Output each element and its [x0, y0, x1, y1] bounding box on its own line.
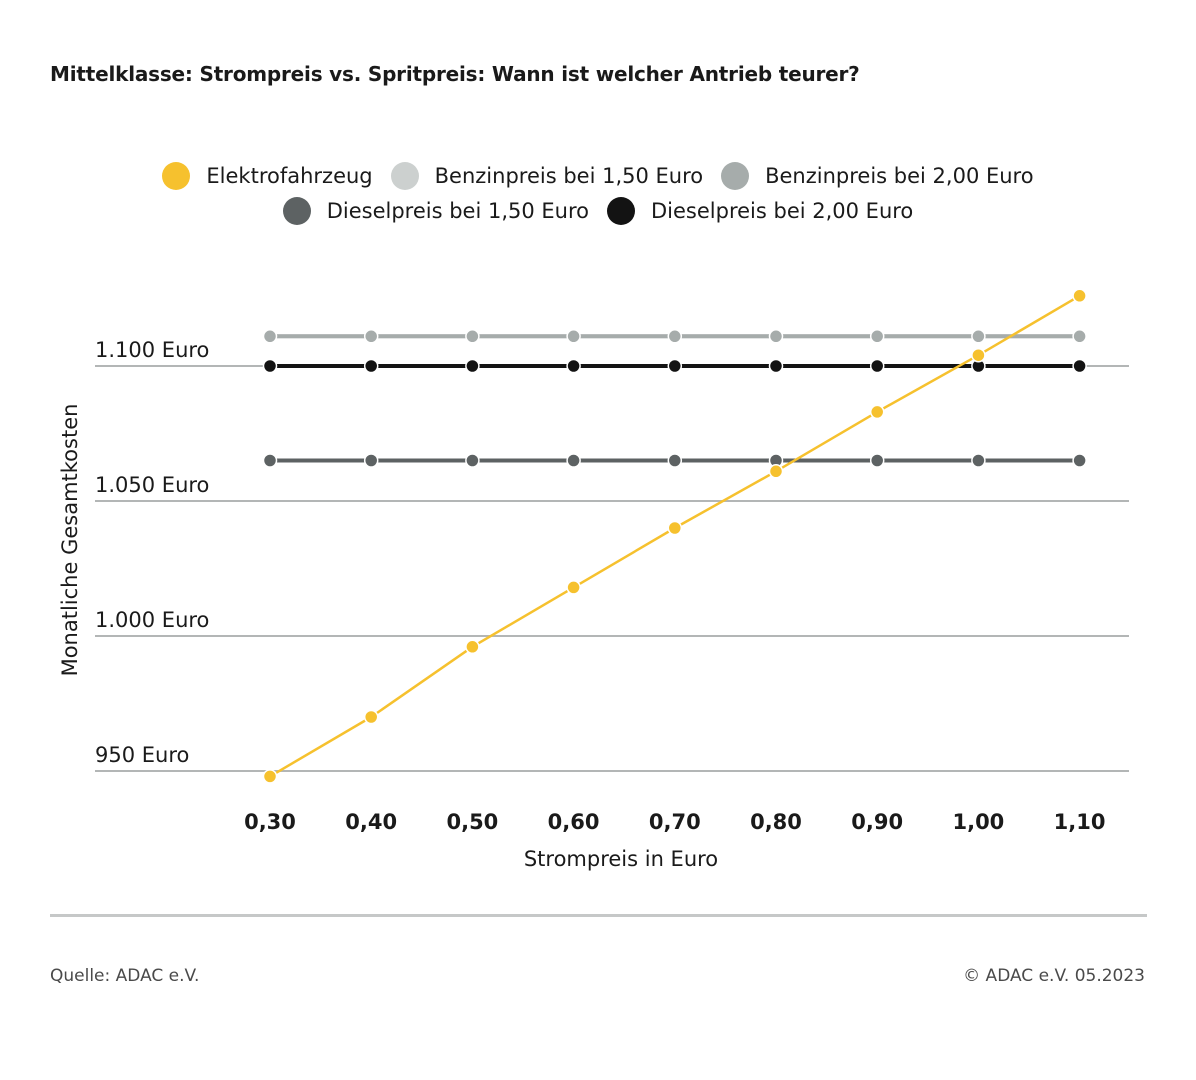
data-point-dieselpreis-bei-1-50-euro [1072, 453, 1087, 468]
x-tick-label: 0,70 [649, 810, 701, 834]
legend-label-diesel-200: Dieselpreis bei 2,00 Euro [651, 199, 914, 223]
data-point-dieselpreis-bei-2-00-euro [1072, 358, 1087, 374]
data-point-dieselpreis-bei-2-00-euro [768, 358, 784, 374]
data-point-dieselpreis-bei-1-50-euro [667, 453, 683, 468]
data-point-elektrofahrzeug [363, 709, 379, 725]
legend-item-diesel-150[interactable]: Dieselpreis bei 1,50 Euro [282, 197, 589, 225]
legend-row-2: Dieselpreis bei 1,50 Euro Dieselpreis be… [0, 197, 1196, 225]
y-tick-label: 1.050 Euro [95, 473, 209, 497]
data-point-dieselpreis-bei-1-50-euro [566, 453, 581, 468]
data-point-elektrofahrzeug [262, 769, 278, 784]
legend-dot-elektro [162, 162, 191, 190]
copyright-note: © ADAC e.V. 05.2023 [963, 966, 1145, 986]
y-tick-label: 1.100 Euro [95, 338, 209, 362]
y-tick-label: 1.000 Euro [95, 608, 209, 632]
data-point-dieselpreis-bei-1-50-euro [262, 453, 278, 468]
legend-item-elektro[interactable]: Elektrofahrzeug [162, 162, 373, 190]
data-point-elektrofahrzeug [869, 404, 885, 420]
chart-title: Mittelklasse: Strompreis vs. Spritpreis:… [50, 62, 860, 86]
data-point-dieselpreis-bei-2-00-euro [465, 358, 480, 374]
x-tick-label: 0,90 [851, 810, 903, 834]
data-point-benzinpreis-bei-2-00-euro [566, 329, 581, 344]
y-axis-title: Monatliche Gesamtkosten [58, 404, 82, 677]
data-point-dieselpreis-bei-2-00-euro [363, 358, 379, 374]
legend-dot-diesel-200 [607, 197, 635, 225]
x-axis-title: Strompreis in Euro [524, 847, 718, 871]
data-point-benzinpreis-bei-2-00-euro [768, 329, 784, 344]
legend-item-diesel-200[interactable]: Dieselpreis bei 2,00 Euro [607, 197, 913, 225]
data-point-elektrofahrzeug [566, 580, 581, 595]
legend-dot-benzin-200 [721, 162, 750, 190]
y-tick-label: 950 Euro [95, 743, 189, 767]
x-tick-label: 0,40 [345, 810, 397, 834]
data-point-dieselpreis-bei-1-50-euro [971, 453, 986, 468]
data-point-benzinpreis-bei-2-00-euro [465, 329, 480, 344]
data-point-dieselpreis-bei-2-00-euro [667, 358, 683, 374]
legend-item-benzin-150[interactable]: Benzinpreis bei 1,50 Euro [390, 162, 704, 190]
x-tick-label: 1,10 [1054, 810, 1106, 834]
x-tick-label: 0,60 [548, 810, 600, 834]
data-point-benzinpreis-bei-2-00-euro [262, 329, 278, 344]
legend-label-benzin-200: Benzinpreis bei 2,00 Euro [765, 164, 1034, 188]
data-point-elektrofahrzeug [768, 464, 784, 479]
data-point-elektrofahrzeug [465, 639, 480, 655]
legend-label-elektro: Elektrofahrzeug [206, 164, 373, 188]
legend-dot-benzin-150 [390, 162, 419, 190]
x-tick-label: 1,00 [952, 810, 1004, 834]
data-point-elektrofahrzeug [971, 347, 986, 363]
source-note: Quelle: ADAC e.V. [50, 966, 200, 986]
data-point-dieselpreis-bei-1-50-euro [465, 453, 480, 468]
data-point-benzinpreis-bei-2-00-euro [869, 329, 885, 344]
footer-divider [50, 914, 1147, 917]
data-point-benzinpreis-bei-2-00-euro [667, 329, 683, 344]
data-point-dieselpreis-bei-1-50-euro [869, 453, 885, 468]
data-point-dieselpreis-bei-2-00-euro [566, 358, 581, 374]
legend-row-1: Elektrofahrzeug Benzinpreis bei 1,50 Eur… [0, 162, 1196, 190]
data-point-benzinpreis-bei-2-00-euro [1072, 329, 1087, 344]
x-tick-label: 0,80 [750, 810, 802, 834]
x-tick-label: 0,30 [244, 810, 296, 834]
data-point-dieselpreis-bei-2-00-euro [869, 358, 885, 374]
legend-item-benzin-200[interactable]: Benzinpreis bei 2,00 Euro [721, 162, 1034, 190]
data-point-benzinpreis-bei-2-00-euro [363, 329, 379, 344]
legend-label-benzin-150: Benzinpreis bei 1,50 Euro [434, 164, 704, 188]
data-point-benzinpreis-bei-2-00-euro [971, 329, 986, 344]
data-point-elektrofahrzeug [667, 520, 683, 536]
legend-label-diesel-150: Dieselpreis bei 1,50 Euro [326, 199, 589, 223]
x-tick-label: 0,50 [446, 810, 498, 834]
data-point-elektrofahrzeug [1072, 288, 1087, 304]
data-point-dieselpreis-bei-2-00-euro [262, 358, 278, 374]
data-point-dieselpreis-bei-1-50-euro [363, 453, 379, 468]
legend-dot-diesel-150 [282, 197, 311, 225]
